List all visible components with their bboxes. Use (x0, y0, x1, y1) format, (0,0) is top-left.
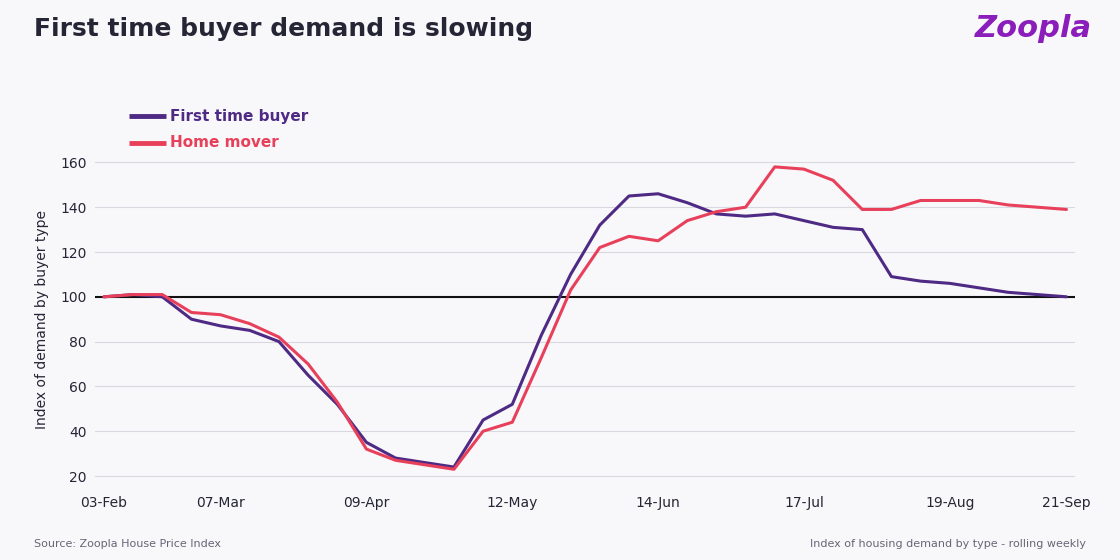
Text: Zoopla: Zoopla (974, 14, 1092, 43)
Y-axis label: Index of demand by buyer type: Index of demand by buyer type (35, 209, 49, 429)
Text: First time buyer demand is slowing: First time buyer demand is slowing (34, 17, 533, 41)
Text: Source: Zoopla House Price Index: Source: Zoopla House Price Index (34, 539, 221, 549)
Text: Home mover: Home mover (170, 136, 279, 150)
Text: Index of housing demand by type - rolling weekly: Index of housing demand by type - rollin… (811, 539, 1086, 549)
Text: First time buyer: First time buyer (170, 109, 308, 124)
